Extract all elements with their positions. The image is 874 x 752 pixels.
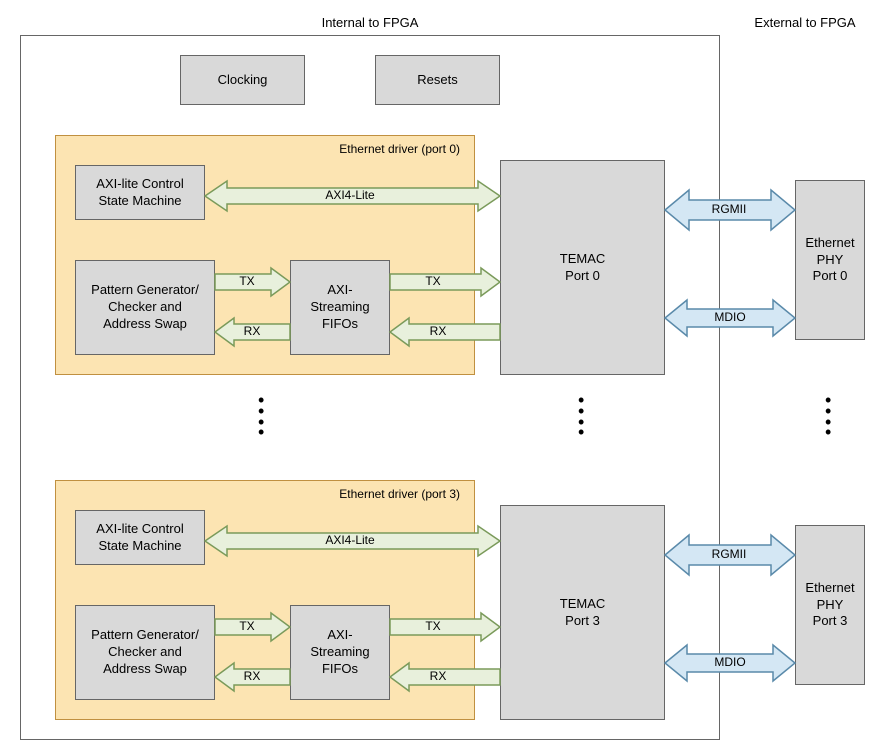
rx-tf-0: RX xyxy=(423,324,453,338)
external-label: External to FPGA xyxy=(740,15,870,30)
dots-temac: •••• xyxy=(578,395,584,438)
eth-phy-0: Ethernet PHY Port 0 xyxy=(795,180,865,340)
pattern-gen-3: Pattern Generator/ Checker and Address S… xyxy=(75,605,215,700)
eth-phy-3: Ethernet PHY Port 3 xyxy=(795,525,865,685)
axi4lite-label-3: AXI4-Lite xyxy=(300,533,400,547)
clocking-text: Clocking xyxy=(218,72,268,89)
axi4lite-label-0: AXI4-Lite xyxy=(300,188,400,202)
pattern-0-text: Pattern Generator/ Checker and Address S… xyxy=(91,282,199,333)
axi-stream-fifo-0: AXI- Streaming FIFOs xyxy=(290,260,390,355)
clocking-box: Clocking xyxy=(180,55,305,105)
tx-ft-0: TX xyxy=(418,274,448,288)
axi-stream-0-text: AXI- Streaming FIFOs xyxy=(310,282,369,333)
axi-ctrl-sm-0: AXI-lite Control State Machine xyxy=(75,165,205,220)
temac-0-text: TEMAC Port 0 xyxy=(560,251,606,285)
mdio-label-0: MDIO xyxy=(700,310,760,324)
diagram-canvas: Internal to FPGA External to FPGA Clocki… xyxy=(0,0,874,752)
phy-0-text: Ethernet PHY Port 0 xyxy=(805,235,854,286)
resets-box: Resets xyxy=(375,55,500,105)
dots-phy: •••• xyxy=(825,395,831,438)
rx-fp-3: RX xyxy=(237,669,267,683)
tx-pf-3: TX xyxy=(232,619,262,633)
axi-stream-fifo-3: AXI- Streaming FIFOs xyxy=(290,605,390,700)
temac-3: TEMAC Port 3 xyxy=(500,505,665,720)
internal-label: Internal to FPGA xyxy=(270,15,470,30)
temac-3-text: TEMAC Port 3 xyxy=(560,596,606,630)
axi-stream-3-text: AXI- Streaming FIFOs xyxy=(310,627,369,678)
dots-driver: •••• xyxy=(258,395,264,438)
pattern-3-text: Pattern Generator/ Checker and Address S… xyxy=(91,627,199,678)
axi-ctrl-sm-3: AXI-lite Control State Machine xyxy=(75,510,205,565)
driver3-label: Ethernet driver (port 3) xyxy=(260,487,460,501)
rx-tf-3: RX xyxy=(423,669,453,683)
axi-ctrl-0-text: AXI-lite Control State Machine xyxy=(96,176,183,210)
rx-fp-0: RX xyxy=(237,324,267,338)
tx-pf-0: TX xyxy=(232,274,262,288)
resets-text: Resets xyxy=(417,72,457,89)
driver0-label: Ethernet driver (port 0) xyxy=(260,142,460,156)
rgmii-label-0: RGMII xyxy=(699,202,759,216)
phy-3-text: Ethernet PHY Port 3 xyxy=(805,580,854,631)
tx-ft-3: TX xyxy=(418,619,448,633)
axi-ctrl-3-text: AXI-lite Control State Machine xyxy=(96,521,183,555)
temac-0: TEMAC Port 0 xyxy=(500,160,665,375)
pattern-gen-0: Pattern Generator/ Checker and Address S… xyxy=(75,260,215,355)
mdio-label-3: MDIO xyxy=(700,655,760,669)
rgmii-label-3: RGMII xyxy=(699,547,759,561)
